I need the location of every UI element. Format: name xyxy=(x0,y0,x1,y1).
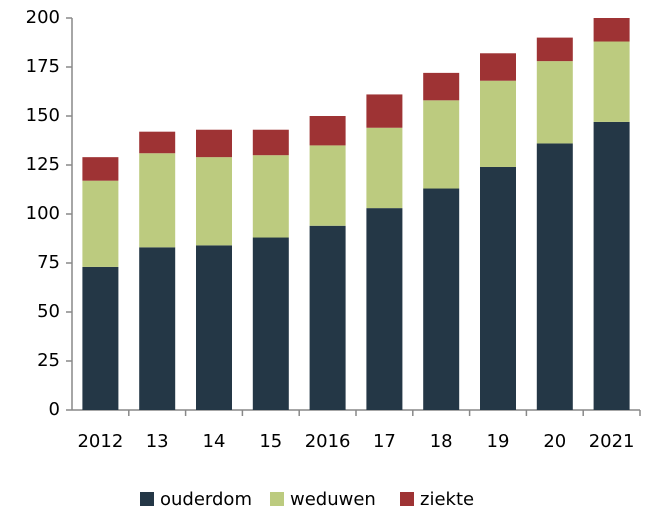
bar-segment xyxy=(423,188,460,410)
x-tick-label: 13 xyxy=(146,431,169,452)
bar-segment xyxy=(366,208,403,410)
bar-segment xyxy=(252,155,289,238)
bar-segment xyxy=(593,41,630,122)
bar-segment xyxy=(309,116,346,146)
x-tick-label: 19 xyxy=(487,431,510,452)
legend-swatch xyxy=(270,492,284,506)
bar-segment xyxy=(196,245,232,410)
bar-segment xyxy=(366,127,403,209)
legend-label: ziekte xyxy=(420,489,474,510)
bar-segment xyxy=(480,166,516,410)
bar-segment xyxy=(593,18,630,42)
y-tick-label: 50 xyxy=(37,301,60,322)
y-tick-label: 100 xyxy=(26,203,60,224)
bar-segment xyxy=(196,129,232,158)
legend-label: ouderdom xyxy=(160,489,252,510)
bar-segment xyxy=(480,53,516,81)
bar-segment xyxy=(309,145,346,226)
bar-segment xyxy=(82,180,119,267)
bar-segment xyxy=(82,157,119,181)
legend-swatch xyxy=(140,492,154,506)
legend-swatch xyxy=(400,492,414,506)
bar-segment xyxy=(139,247,176,410)
bar-segment xyxy=(309,225,346,410)
y-tick-label: 75 xyxy=(37,252,60,273)
bar-segment xyxy=(82,266,119,410)
bar-segment xyxy=(423,72,460,101)
bar-segment xyxy=(423,100,460,189)
bar-segment xyxy=(366,94,403,128)
x-tick-label: 15 xyxy=(259,431,282,452)
x-tick-label: 18 xyxy=(430,431,453,452)
bar-segment xyxy=(593,121,630,410)
x-tick-label: 20 xyxy=(543,431,566,452)
bar-segment xyxy=(139,131,176,154)
bar-segment xyxy=(536,143,573,410)
x-tick-label: 14 xyxy=(203,431,226,452)
x-tick-label: 2016 xyxy=(305,431,351,452)
y-tick-label: 150 xyxy=(26,105,60,126)
y-tick-label: 175 xyxy=(26,56,60,77)
y-tick-label: 0 xyxy=(49,399,60,420)
x-tick-label: 2021 xyxy=(589,431,635,452)
bar-segment xyxy=(536,37,573,62)
bar-segment xyxy=(252,237,289,410)
y-tick-label: 25 xyxy=(37,350,60,371)
y-tick-label: 200 xyxy=(26,7,60,28)
x-tick-label: 2012 xyxy=(77,431,123,452)
bar-segment xyxy=(536,61,573,144)
bar-segment xyxy=(139,153,176,248)
bar-segment xyxy=(252,129,289,156)
bar-segment xyxy=(480,80,516,167)
legend-label: weduwen xyxy=(290,489,376,510)
y-tick-label: 125 xyxy=(26,154,60,175)
x-tick-label: 17 xyxy=(373,431,396,452)
bar-segment xyxy=(196,157,232,246)
